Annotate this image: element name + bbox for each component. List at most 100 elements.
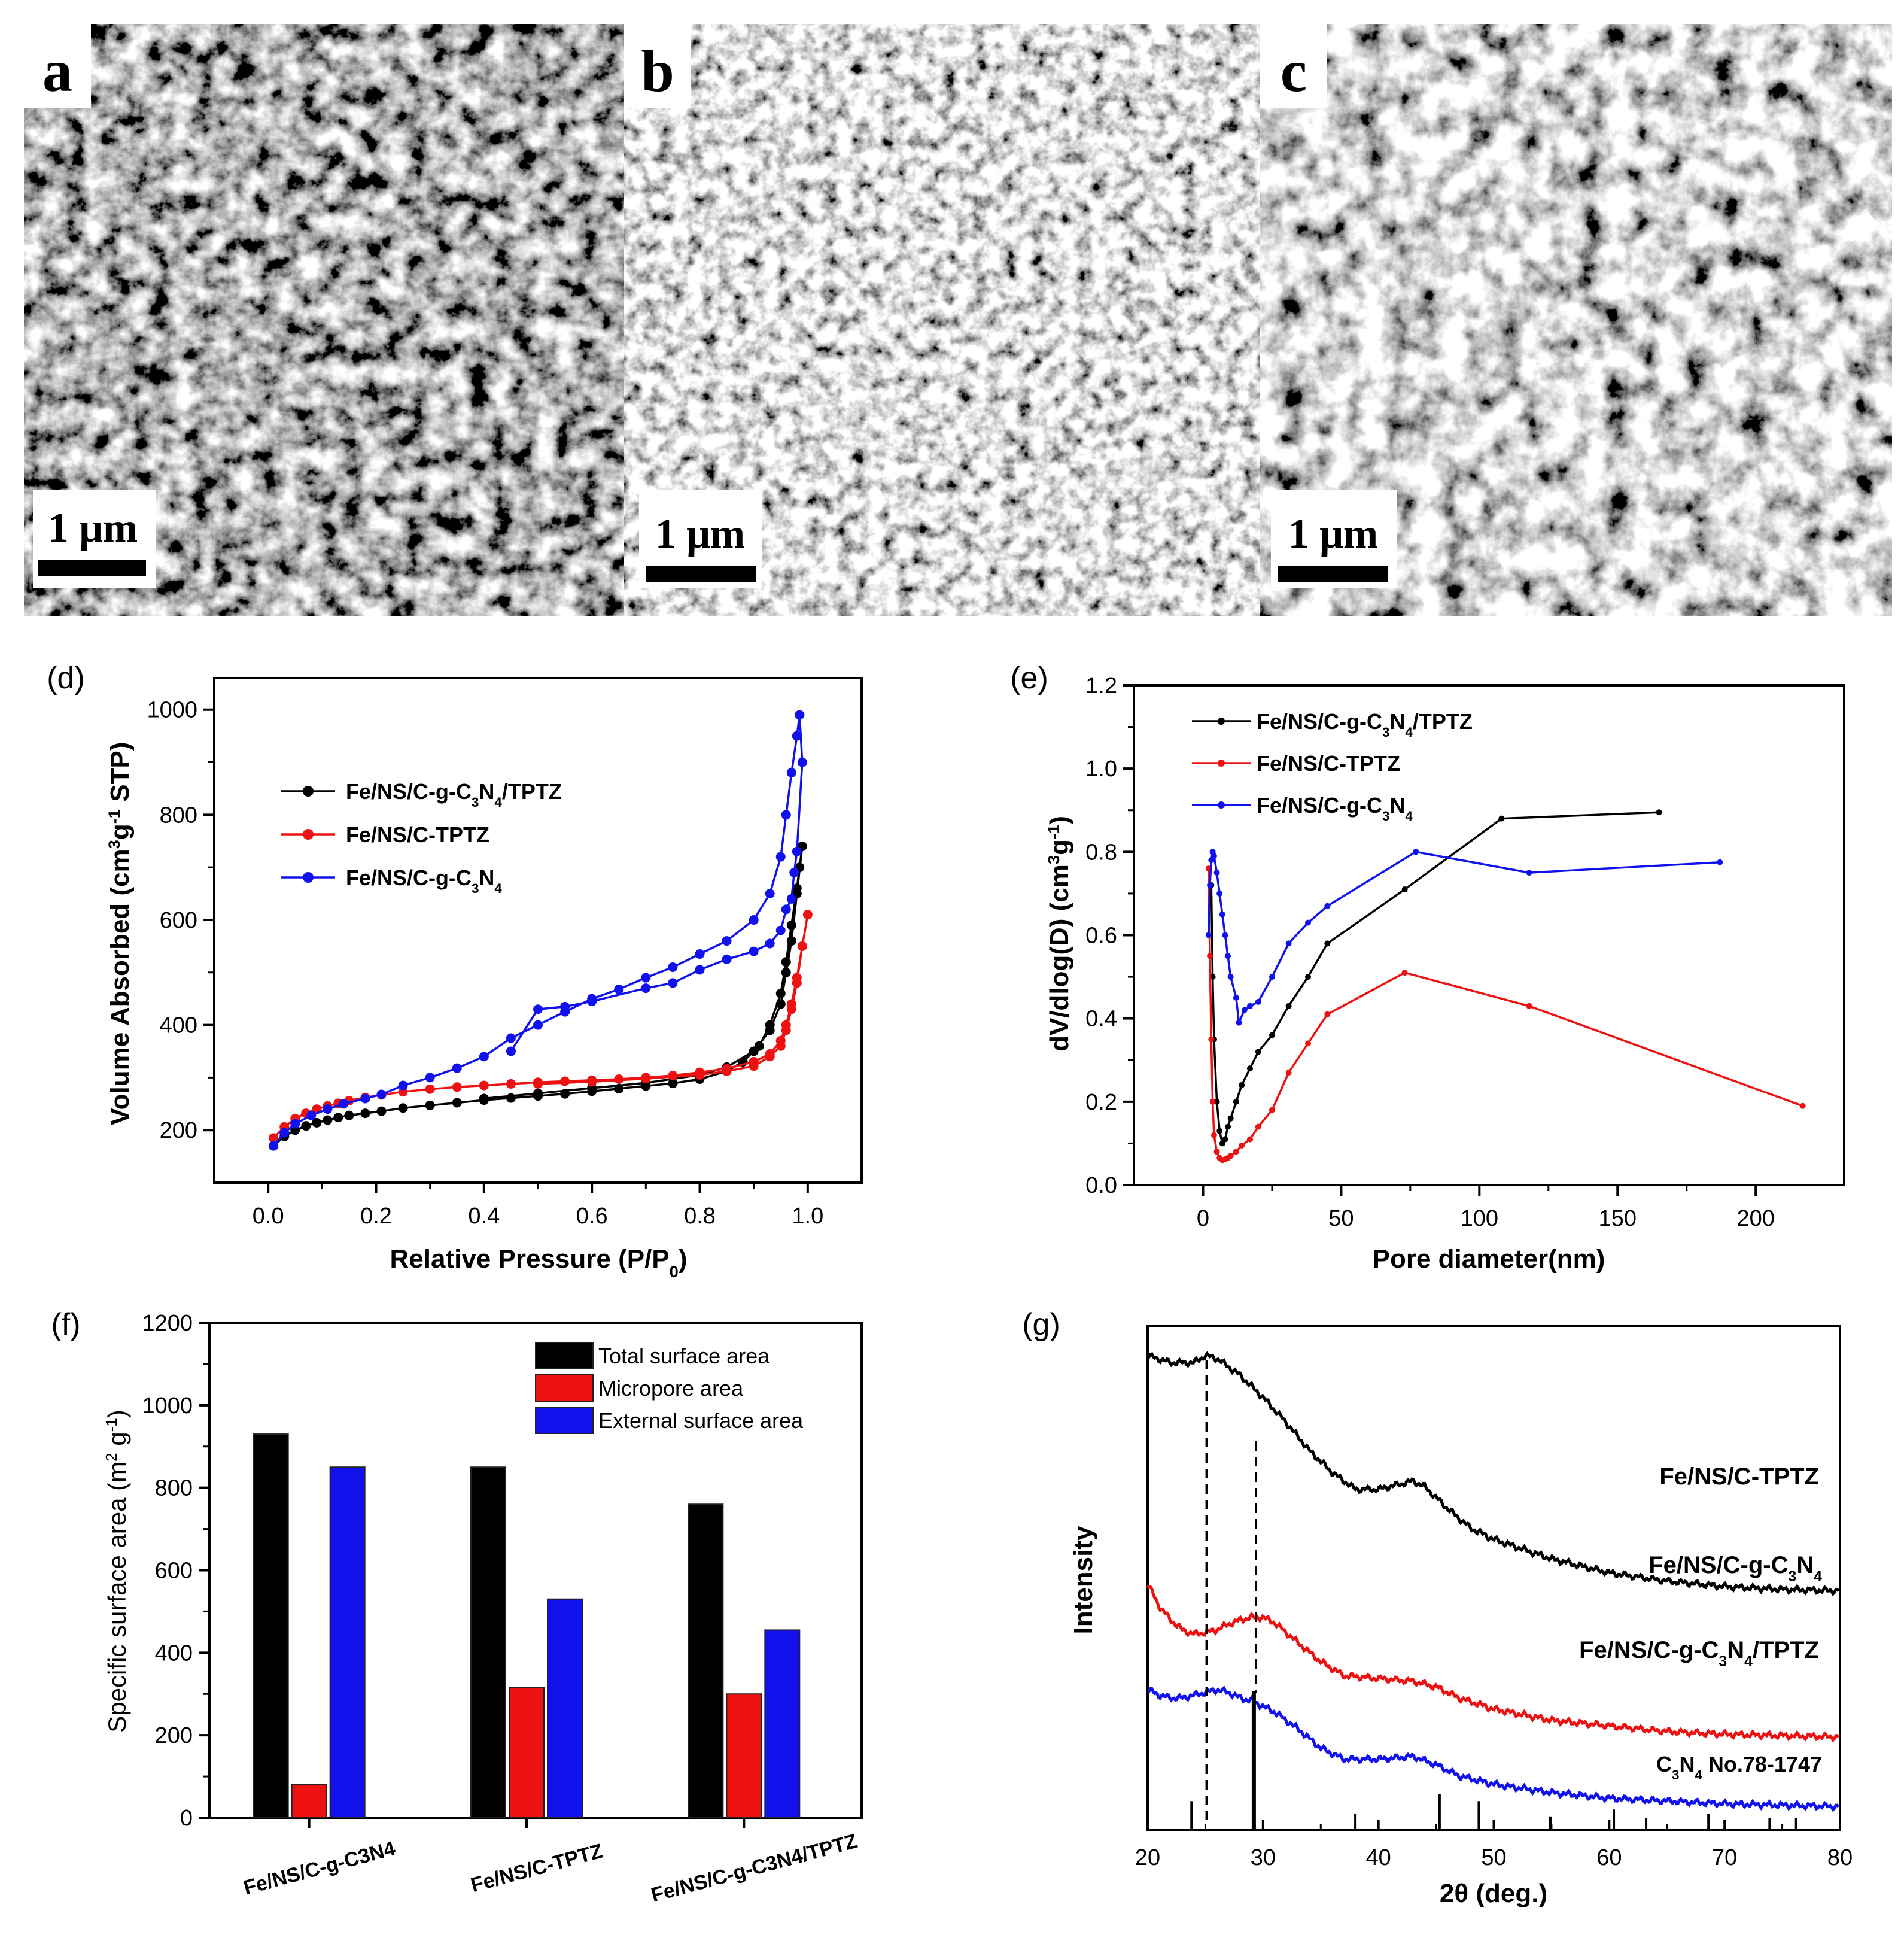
x-axis-label: Relative Pressure (P/P0)	[390, 1244, 688, 1281]
data-point	[786, 920, 796, 930]
data-point	[560, 1089, 570, 1099]
panel-letter-a: a	[42, 38, 72, 104]
y-tick-label: 1.2	[1085, 673, 1117, 698]
data-point	[425, 1084, 435, 1094]
label-part: 3	[1382, 809, 1389, 824]
data-point	[1255, 1049, 1261, 1055]
data-point	[792, 846, 802, 856]
data-point	[1401, 970, 1408, 976]
label-part: /TPTZ	[1413, 709, 1473, 734]
bar-red	[291, 1784, 327, 1819]
legend-swatch	[535, 1342, 594, 1369]
x-tick-label: 60	[1596, 1845, 1622, 1870]
legend-marker	[1218, 718, 1225, 725]
legend-swatch	[535, 1407, 594, 1434]
data-point	[695, 965, 705, 975]
data-point	[279, 1128, 290, 1138]
label-part: -1	[1044, 825, 1063, 839]
label-part: g	[103, 1432, 131, 1453]
label-part: N	[479, 779, 494, 804]
data-point	[1225, 1123, 1231, 1130]
x-axis-label: Pore diameter(nm)	[1373, 1244, 1605, 1274]
data-point	[641, 1074, 651, 1084]
label-part: N	[1679, 1752, 1695, 1776]
label-part: C	[1656, 1752, 1672, 1776]
data-point	[641, 973, 651, 983]
y-tick-label: 0.4	[1085, 1007, 1117, 1032]
data-point	[323, 1115, 333, 1125]
panel-letter-b: b	[641, 38, 674, 104]
legend-label: Fe/NS/C-g-C3N4/TPTZ	[1257, 709, 1473, 740]
data-point	[797, 941, 807, 951]
data-point	[1526, 1003, 1532, 1009]
curve-label: Fe/NS/C-g-C3N4	[1648, 1552, 1822, 1585]
label-part: 3	[472, 881, 479, 896]
label-part: Specific surface area (m	[103, 1462, 131, 1733]
data-point	[1233, 994, 1239, 1001]
y-tick-label: 600	[155, 1559, 193, 1584]
data-point	[781, 1025, 791, 1035]
data-point	[781, 810, 791, 820]
data-point	[425, 1073, 435, 1083]
label-part: 3	[1789, 1569, 1797, 1585]
data-point	[668, 1079, 678, 1089]
label-part: 4	[1695, 1767, 1702, 1782]
data-point	[1225, 953, 1231, 959]
data-point	[775, 852, 786, 862]
data-point	[1210, 853, 1217, 859]
label-part: Relative Pressure (P/P	[390, 1244, 670, 1274]
label-part: 2	[102, 1453, 120, 1461]
data-point	[781, 967, 791, 977]
legend-label: Fe/NS/C-g-C3N4	[346, 865, 502, 896]
legend-marker	[303, 829, 314, 840]
data-point	[1205, 932, 1212, 938]
label-part: 3	[472, 795, 479, 810]
data-point	[765, 1025, 775, 1035]
data-point	[722, 936, 732, 946]
label-part: Fe/NS/C-g-C	[1257, 709, 1382, 734]
label-part: N	[1389, 793, 1405, 818]
legend-label: Fe/NS/C-g-C3N4/TPTZ	[346, 779, 562, 810]
data-point	[1236, 1019, 1242, 1026]
data-point	[425, 1100, 435, 1110]
data-point	[1285, 1070, 1292, 1076]
data-point	[333, 1113, 343, 1123]
x-tick-label: 0.4	[468, 1204, 500, 1229]
data-point	[290, 1119, 300, 1129]
data-point	[560, 1001, 570, 1011]
data-point	[668, 962, 678, 972]
panel-label: (g)	[1022, 1307, 1060, 1342]
data-point	[398, 1080, 408, 1091]
panel-label: (d)	[47, 661, 85, 695]
data-point	[1401, 886, 1408, 892]
x-tick-label: 50	[1328, 1206, 1354, 1231]
x-tick-label: 0.6	[576, 1204, 608, 1229]
category-label: Fe/NS/C-g-C3N4	[241, 1837, 398, 1899]
legend-label: Total surface area	[598, 1344, 770, 1368]
label-part: Volume Absorbed (cm	[105, 849, 135, 1125]
data-point	[479, 1052, 489, 1062]
panel-letter-box-b	[624, 24, 691, 108]
y-axis-label: Specific surface area (m2 g-1)	[102, 1410, 131, 1733]
legend-label: Fe/NS/C-TPTZ	[346, 822, 489, 847]
data-point	[749, 1046, 759, 1056]
data-point	[1233, 1149, 1239, 1155]
chart-g: 20 30 40 50 60 70 80Fe/NS/C-TPTZFe/NS/C-g-C3N4…	[1022, 1307, 1853, 1908]
label-part: 4	[1405, 809, 1413, 824]
y-tick-label: 600	[160, 908, 197, 933]
data-point	[749, 1061, 759, 1071]
label-part: N	[1796, 1552, 1814, 1578]
data-point	[1210, 1132, 1217, 1138]
bar-blue	[329, 1466, 366, 1818]
data-point	[1208, 1036, 1215, 1043]
y-tick-label: 1.0	[1085, 757, 1117, 782]
data-point	[1207, 953, 1213, 959]
data-point	[1213, 1149, 1220, 1155]
legend-marker	[303, 786, 314, 797]
x-tick-label: 40	[1366, 1845, 1391, 1870]
y-tick-label: 400	[155, 1641, 193, 1666]
y-tick-label: 0.0	[1085, 1173, 1117, 1198]
data-point	[269, 1133, 279, 1143]
label-part: 4	[494, 795, 502, 810]
